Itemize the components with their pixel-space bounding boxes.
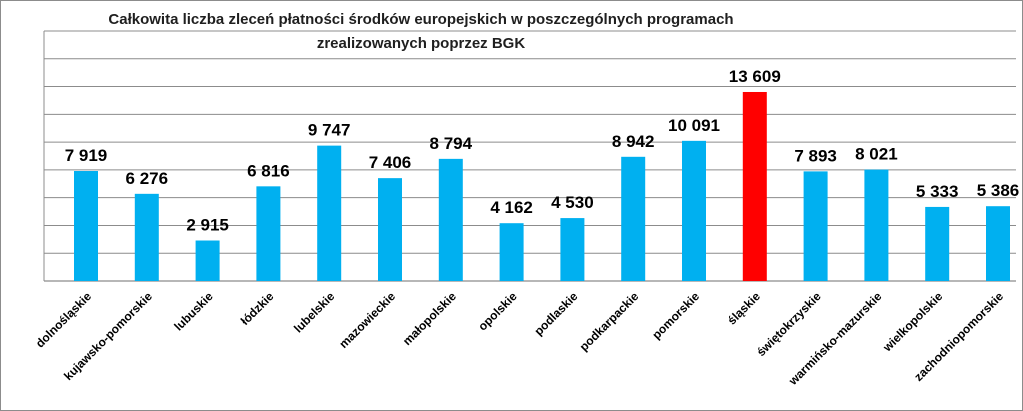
bar-3 [256, 186, 281, 281]
bar-12 [803, 171, 828, 281]
value-label: 2 915 [186, 216, 229, 235]
value-labels: 7 919 6 276 2 915 6 816 9 747 7 406 8 794 4 162… [65, 67, 1020, 235]
value-label: 5 333 [916, 182, 959, 201]
value-label: 13 609 [729, 67, 781, 86]
chart-title-line-2: zrealizowanych poprzez BGK [316, 35, 526, 52]
category-label: mazowieckie [336, 289, 398, 351]
category-label: pomorskie [649, 289, 702, 342]
value-label: 6 816 [247, 161, 290, 180]
bar-7 [499, 223, 524, 281]
bar-15 [986, 206, 1010, 281]
value-label: 10 091 [668, 116, 720, 135]
bar-4 [317, 145, 342, 281]
value-label: 7 406 [369, 153, 412, 172]
bar-14 [925, 206, 950, 281]
bar-8 [560, 218, 585, 281]
value-label: 8 794 [430, 134, 473, 153]
chart-title: Całkowita liczba zleceń płatności środkó… [61, 8, 781, 56]
value-label: 5 386 [977, 181, 1020, 200]
bars [74, 91, 1010, 281]
value-label: 4 530 [551, 193, 594, 212]
value-label: 9 747 [308, 121, 351, 140]
category-label: opolskie [475, 289, 520, 334]
bar-13 [864, 169, 889, 281]
bar-0 [74, 171, 98, 281]
bar-1 [134, 193, 159, 281]
bar-5 [378, 178, 402, 281]
chart-title-line-1: Całkowita liczba zleceń płatności środkó… [108, 11, 734, 28]
value-label: 6 276 [126, 169, 169, 188]
value-label: 7 893 [794, 146, 837, 165]
category-label: świętokrzyskie [754, 289, 824, 359]
value-label: 8 021 [855, 145, 898, 164]
value-label: 7 919 [65, 146, 108, 165]
category-label: dolnośląskie [33, 289, 95, 351]
bar-10 [682, 140, 706, 281]
bar-11 [742, 91, 767, 281]
category-label: małopolskie [400, 289, 459, 348]
category-label: lubuskie [171, 289, 216, 334]
category-label: wielkopolskie [880, 289, 946, 355]
value-label: 4 162 [490, 198, 533, 217]
bar-2 [195, 240, 220, 281]
category-label: lubelskie [291, 289, 337, 335]
bar-6 [438, 158, 463, 281]
category-label: śląskie [725, 289, 763, 327]
category-label: podlaskie [531, 289, 580, 338]
bar-9 [621, 156, 646, 281]
value-label: 8 942 [612, 132, 655, 151]
category-label: podkarpackie [577, 289, 642, 354]
category-label: łódzkie [238, 289, 277, 328]
